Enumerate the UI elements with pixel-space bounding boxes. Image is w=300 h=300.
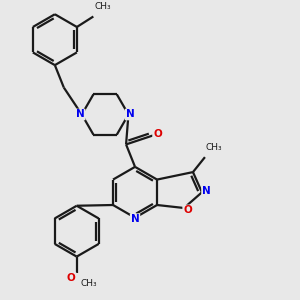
Text: O: O bbox=[183, 206, 192, 215]
Text: N: N bbox=[76, 110, 85, 119]
Text: O: O bbox=[153, 129, 162, 139]
Text: CH₃: CH₃ bbox=[206, 143, 222, 152]
Text: CH₃: CH₃ bbox=[95, 2, 112, 11]
Text: N: N bbox=[131, 214, 140, 224]
Text: N: N bbox=[202, 186, 211, 196]
Text: CH₃: CH₃ bbox=[80, 279, 97, 288]
Text: O: O bbox=[67, 273, 76, 283]
Text: N: N bbox=[126, 110, 134, 119]
